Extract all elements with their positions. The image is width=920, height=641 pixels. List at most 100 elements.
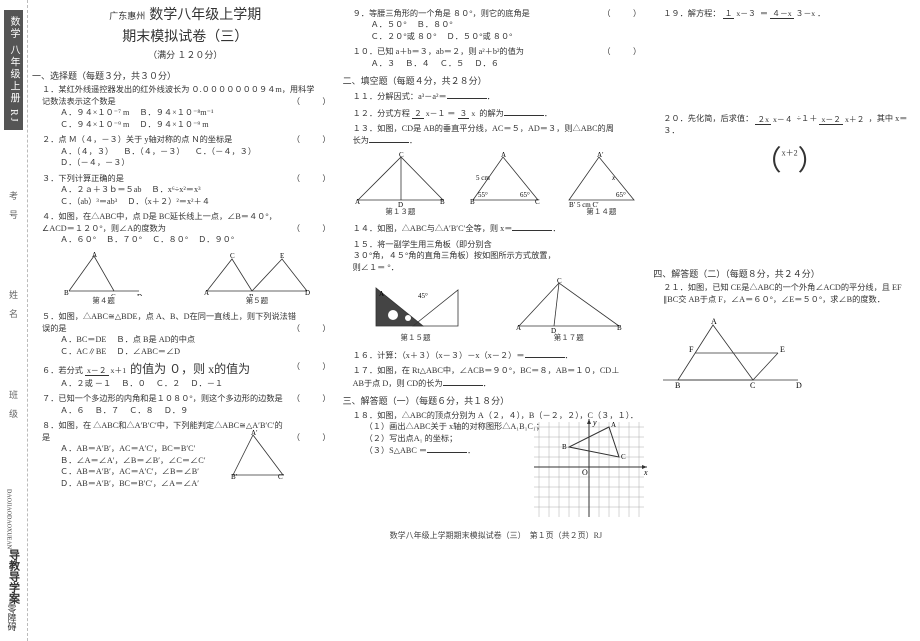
q17: １７．如图，在 Rt△ABC中，∠ACB＝９０°，BC＝８，AB＝１０，CD⊥ … (353, 365, 650, 389)
q5-opts2: Ｃ．AC∥BE Ｄ．∠ABC＝∠D (60, 346, 339, 357)
svg-text:x: x (611, 174, 616, 182)
section-4-title: 四、解答题（二）（每题８分，共２４分） (653, 268, 916, 281)
q15-text: １５．将一副学生用三角板（即分别含 (353, 240, 492, 249)
svg-text:45°: 45° (418, 292, 428, 300)
svg-text:B: B (562, 443, 567, 451)
q6-a: Ａ．２或 －１ (60, 378, 111, 389)
q10-opts: Ａ．３ Ｂ．４ Ｃ．５ Ｄ．６ (371, 58, 650, 69)
svg-text:B: B (64, 289, 69, 296)
svg-text:C: C (750, 381, 755, 390)
q21: ２１．如图，已知 CE是△ABC的一个外角∠ACD的平分线，且 EF ∥BC交 … (663, 282, 916, 305)
q7: ７．已知一个多边形的内角和是１０８０°，则这个多边形的边数是（ ） Ａ．６ Ｂ．… (42, 393, 339, 416)
q8-text2: 是 (42, 433, 50, 442)
q13-text: １３．如图，CD是 AB的垂直平分线，AC＝５，AD＝３，则△ABC的周 (353, 124, 614, 133)
blank (525, 349, 565, 358)
q20-a: ２０．先化简，后求值： (663, 114, 753, 123)
q21-text: ２１．如图，已知 CE是△ABC的一个外角∠ACD的平分线，且 EF (663, 283, 901, 292)
blank (443, 377, 483, 386)
q18: １８．如图，△ABC的顶点分别为 A（２，４），B（－２，２），C（３，１）． … (353, 410, 650, 522)
q20-d1: x－４ (771, 115, 795, 124)
q12: １２．分式方程 ２x－１＝ ３x 的解为． (353, 107, 650, 119)
svg-text:B: B (675, 381, 680, 390)
spine-brand: DAOJIAODAOXUEAN 导教导学案 零障碍 (6, 489, 22, 631)
location: 广东惠州 (109, 10, 145, 23)
figure-q21: A B C D F E (653, 315, 916, 390)
q4-opts: Ａ．６０° Ｂ．７０° Ｃ．８０° Ｄ．９０° (60, 234, 339, 245)
svg-text:A: A (501, 152, 506, 159)
q4-b: Ｂ．７０° (106, 234, 142, 245)
q12-n2: ３ (458, 109, 470, 119)
q2-opts: Ａ．（４，３） Ｂ．（４，－３） Ｃ．（－４，３） Ｄ．（－４，－３） (60, 146, 339, 169)
svg-text:D: D (796, 381, 802, 390)
section-1-title: 一、选择题（每题３分，共３０分） (32, 70, 339, 83)
blank (369, 134, 409, 143)
q18-b: （２）写出点A₁ 的坐标； (365, 434, 458, 443)
q10-d: Ｄ．６ (474, 58, 499, 69)
q6-den: x＋1 (109, 366, 129, 375)
q14-text: １４．如图，△ABC与△A′B′C′全等，则 x＝ (353, 224, 513, 233)
q6-b: Ｂ．０ (121, 378, 146, 389)
q9-b: Ｂ．８０° (417, 19, 453, 30)
q1-opts2: Ｃ．９４×１０⁻⁹ m Ｄ．９４×１０⁻⁹ m (60, 119, 339, 130)
page-footer: 数学八年级上学期期末模拟试卷（三） 第１页（共２页）RJ (343, 530, 650, 541)
svg-text:D: D (305, 289, 310, 296)
q6-c: Ｃ．２ (156, 378, 181, 389)
q19: １９．解方程： １x－３ ＝ ４－x３－x． (663, 8, 916, 19)
q15-text2: ３０°角，４５°角的直角三角板）按如图所示方式放置， (353, 251, 556, 260)
q4-a: Ａ．６０° (60, 234, 96, 245)
q20: ２０．先化简，后求值： ２xx－４ ÷１＋ x－２x＋２ ，其中 x＝３． （x… (663, 113, 916, 181)
q19-eq: ＝ (760, 9, 768, 18)
blank (427, 444, 467, 453)
q18-c: （３）S△ABC ＝ (365, 446, 427, 455)
q20-d2: x＋２ (843, 115, 867, 124)
q2-text: ２．点 Ｍ（４，－３）关于 y轴对称的点 Ｎ的坐标是 (42, 135, 232, 144)
q20-n1: ２x (755, 115, 771, 125)
figure-q14b: A′65°B′ 5 cm C′x 第１４题 (564, 152, 639, 218)
section-2-title: 二、填空题（每题４分，共２８分） (343, 75, 650, 88)
q13-text2: 长为 (353, 136, 369, 145)
q3-b: Ｂ．x⁶÷x²＝x³ (151, 184, 200, 195)
spine-title: 数学 八年级上册 RJ (4, 10, 23, 130)
q3: ３．下列计算正确的是（ ） Ａ．２ａ＋３ｂ＝５ab Ｂ．x⁶÷x²＝x³ Ｃ．（… (42, 173, 339, 207)
q20-div: ÷１＋ (797, 114, 818, 123)
q9-opts: Ａ．５０° Ｂ．８０° (371, 19, 650, 30)
q1-a: Ａ．９４×１０⁻⁷ m (60, 107, 129, 118)
q15: １５．将一副学生用三角板（即分别含 ３０°角，４５°角的直角三角板）按如图所示方… (353, 239, 650, 273)
svg-text:C′: C′ (278, 473, 285, 480)
q8-text: ８．如图，在 △ABC和△A′B′C′中，下列能判定△ABC≅△A′B′C′的 (42, 421, 283, 430)
q9-c: Ｃ．２０°或 ８０° (371, 31, 437, 42)
q4-d: Ｄ．９０° (198, 234, 234, 245)
svg-text:B′: B′ (231, 473, 238, 480)
svg-text:E: E (780, 345, 785, 354)
q8-c: Ｃ．AB＝A′B′，AC＝A′C′，∠B＝∠B′ (60, 466, 339, 477)
blank-paren: （ ） (292, 223, 333, 234)
q2: ２．点 Ｍ（４，－３）关于 y轴对称的点 Ｎ的坐标是（ ） Ａ．（４，３） Ｂ．… (42, 134, 339, 168)
brand-cn: 导教导学案 (6, 549, 22, 604)
q6-post: 的值为 ０，则 x的值为 (130, 362, 250, 376)
svg-text:A: A (711, 317, 717, 326)
page-content: 广东惠州数学八年级上学期 期末模拟试卷（三） （满分 １２０分） 一、选择题（每… (28, 0, 920, 641)
q19-n1: １ (723, 9, 735, 19)
fig5-label: 第５题 (202, 296, 312, 307)
spine-class: 班级 (7, 390, 20, 428)
fig14-label: 第１４题 (564, 207, 639, 218)
q19-n2: ４－x (770, 9, 794, 19)
q5-text: ５．如图，△ABC≅△BDE，点 A、B、D在同一直线上，则下列说法错 (42, 312, 296, 321)
q3-c: Ｃ．（ab）³＝ab³ (60, 196, 117, 207)
svg-text:C: C (399, 152, 404, 159)
q3-opts2: Ｃ．（ab）³＝ab³ Ｄ．（x＋２）²＝x²＋４ (60, 196, 339, 207)
figure-q18-grid: ABC xyO (529, 417, 649, 522)
q9-d: Ｄ．５０°或 ８０° (447, 31, 513, 42)
q10-c: Ｃ．５ (440, 58, 465, 69)
blank (447, 90, 487, 99)
q9-text: ９．等腰三角形的一个角是 ８０°，则它的底角是 (353, 9, 530, 18)
q19-frac1: １x－３ (723, 10, 758, 18)
q1-opts: Ａ．９４×１０⁻⁷ m Ｂ．９４×１０⁻⁸m⁻¹ (60, 107, 339, 118)
svg-text:A: A (355, 198, 360, 206)
q11: １１．分解因式：a³－a²＝． (353, 90, 650, 102)
fig-row-15-17: A45°1 第１５题 ACBD 第１７题 (343, 278, 650, 344)
q12-b: 的解为 (479, 109, 504, 118)
blank (512, 222, 552, 231)
q15-text3: 则∠１＝ °． (353, 263, 399, 272)
svg-text:A: A (204, 289, 209, 296)
